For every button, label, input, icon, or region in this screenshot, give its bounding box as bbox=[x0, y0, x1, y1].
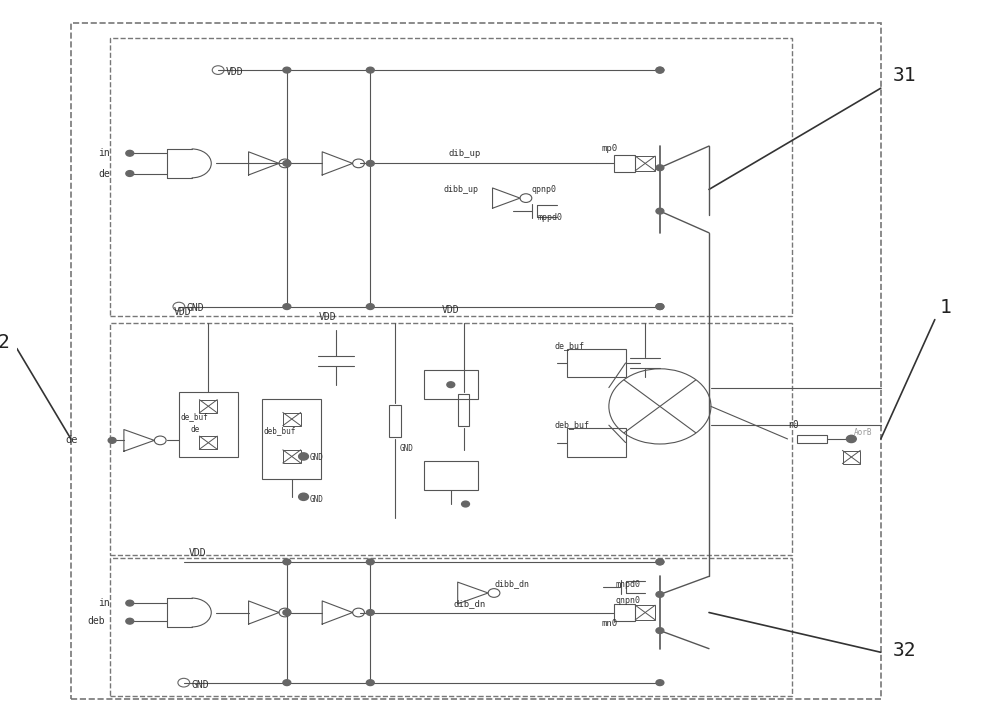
Circle shape bbox=[299, 493, 308, 500]
Bar bbox=[283, 450, 301, 463]
Bar bbox=[283, 412, 301, 425]
Circle shape bbox=[846, 436, 856, 443]
Text: r0: r0 bbox=[788, 420, 799, 431]
Text: mppd0: mppd0 bbox=[537, 213, 562, 222]
Bar bbox=[110, 323, 792, 555]
Text: VDD: VDD bbox=[318, 311, 336, 322]
Text: qnpn0: qnpn0 bbox=[616, 596, 641, 605]
Text: in: in bbox=[98, 148, 110, 158]
Circle shape bbox=[656, 559, 664, 565]
Bar bbox=[262, 399, 321, 478]
Text: mp0: mp0 bbox=[601, 144, 617, 152]
Circle shape bbox=[283, 610, 291, 616]
Circle shape bbox=[126, 171, 134, 176]
Circle shape bbox=[462, 501, 469, 507]
Circle shape bbox=[656, 68, 664, 73]
Circle shape bbox=[283, 680, 291, 685]
Text: AorB: AorB bbox=[854, 428, 873, 437]
Text: deb_buf: deb_buf bbox=[555, 420, 590, 430]
Circle shape bbox=[656, 680, 664, 685]
Bar bbox=[635, 156, 655, 171]
Circle shape bbox=[656, 559, 664, 565]
Text: mn0: mn0 bbox=[601, 619, 617, 629]
Bar bbox=[424, 460, 478, 489]
Circle shape bbox=[299, 453, 308, 460]
Text: dibb_up: dibb_up bbox=[444, 184, 479, 194]
Bar bbox=[567, 348, 626, 378]
Text: in: in bbox=[98, 598, 110, 608]
Text: deb_buf: deb_buf bbox=[263, 426, 296, 435]
Bar bbox=[458, 393, 469, 426]
Text: VDD: VDD bbox=[174, 307, 192, 317]
Circle shape bbox=[126, 150, 134, 156]
Text: de: de bbox=[191, 425, 200, 434]
Bar bbox=[797, 436, 827, 443]
Circle shape bbox=[366, 68, 374, 73]
Bar bbox=[424, 370, 478, 399]
Text: 32: 32 bbox=[893, 640, 916, 659]
Text: dibb_dn: dibb_dn bbox=[494, 579, 529, 588]
Bar bbox=[199, 400, 217, 413]
Circle shape bbox=[656, 628, 664, 634]
Text: de_buf: de_buf bbox=[181, 412, 209, 421]
Text: de: de bbox=[98, 168, 110, 179]
Bar bbox=[843, 451, 860, 463]
Bar bbox=[614, 155, 635, 172]
Bar bbox=[110, 38, 792, 316]
Circle shape bbox=[656, 303, 664, 309]
Text: VDD: VDD bbox=[189, 548, 206, 558]
Bar bbox=[179, 392, 238, 457]
Text: GND: GND bbox=[400, 444, 414, 454]
Circle shape bbox=[447, 382, 455, 388]
Circle shape bbox=[366, 303, 374, 309]
Text: 1: 1 bbox=[940, 298, 951, 317]
Bar bbox=[567, 428, 626, 457]
Circle shape bbox=[283, 303, 291, 309]
Circle shape bbox=[656, 303, 664, 309]
Circle shape bbox=[283, 160, 291, 166]
Circle shape bbox=[366, 680, 374, 685]
Circle shape bbox=[656, 208, 664, 214]
Circle shape bbox=[366, 559, 374, 565]
Bar bbox=[71, 23, 881, 699]
Text: 31: 31 bbox=[893, 65, 916, 84]
Circle shape bbox=[366, 610, 374, 616]
Bar bbox=[110, 558, 792, 696]
Circle shape bbox=[126, 619, 134, 624]
Text: GND: GND bbox=[192, 680, 209, 690]
Circle shape bbox=[656, 68, 664, 73]
Text: dib_dn: dib_dn bbox=[454, 599, 486, 608]
Text: dib_up: dib_up bbox=[449, 150, 481, 158]
Circle shape bbox=[656, 592, 664, 597]
Circle shape bbox=[108, 438, 116, 444]
Circle shape bbox=[283, 68, 291, 73]
Text: VDD: VDD bbox=[226, 67, 244, 76]
Text: deb: deb bbox=[88, 616, 105, 627]
Text: GND: GND bbox=[309, 495, 323, 504]
Text: GND: GND bbox=[309, 453, 323, 462]
Text: 2: 2 bbox=[0, 333, 9, 352]
Bar bbox=[389, 404, 401, 437]
Text: mnpd0: mnpd0 bbox=[616, 579, 641, 589]
Text: de_buf: de_buf bbox=[555, 341, 585, 350]
Circle shape bbox=[283, 559, 291, 565]
Bar bbox=[635, 605, 655, 620]
Circle shape bbox=[656, 165, 664, 171]
Bar bbox=[614, 604, 635, 621]
Circle shape bbox=[126, 600, 134, 606]
Bar bbox=[199, 436, 217, 449]
Text: qpnp0: qpnp0 bbox=[531, 184, 556, 194]
Text: GND: GND bbox=[187, 303, 204, 313]
Text: de: de bbox=[65, 436, 78, 445]
Circle shape bbox=[366, 160, 374, 166]
Text: VDD: VDD bbox=[442, 304, 460, 314]
